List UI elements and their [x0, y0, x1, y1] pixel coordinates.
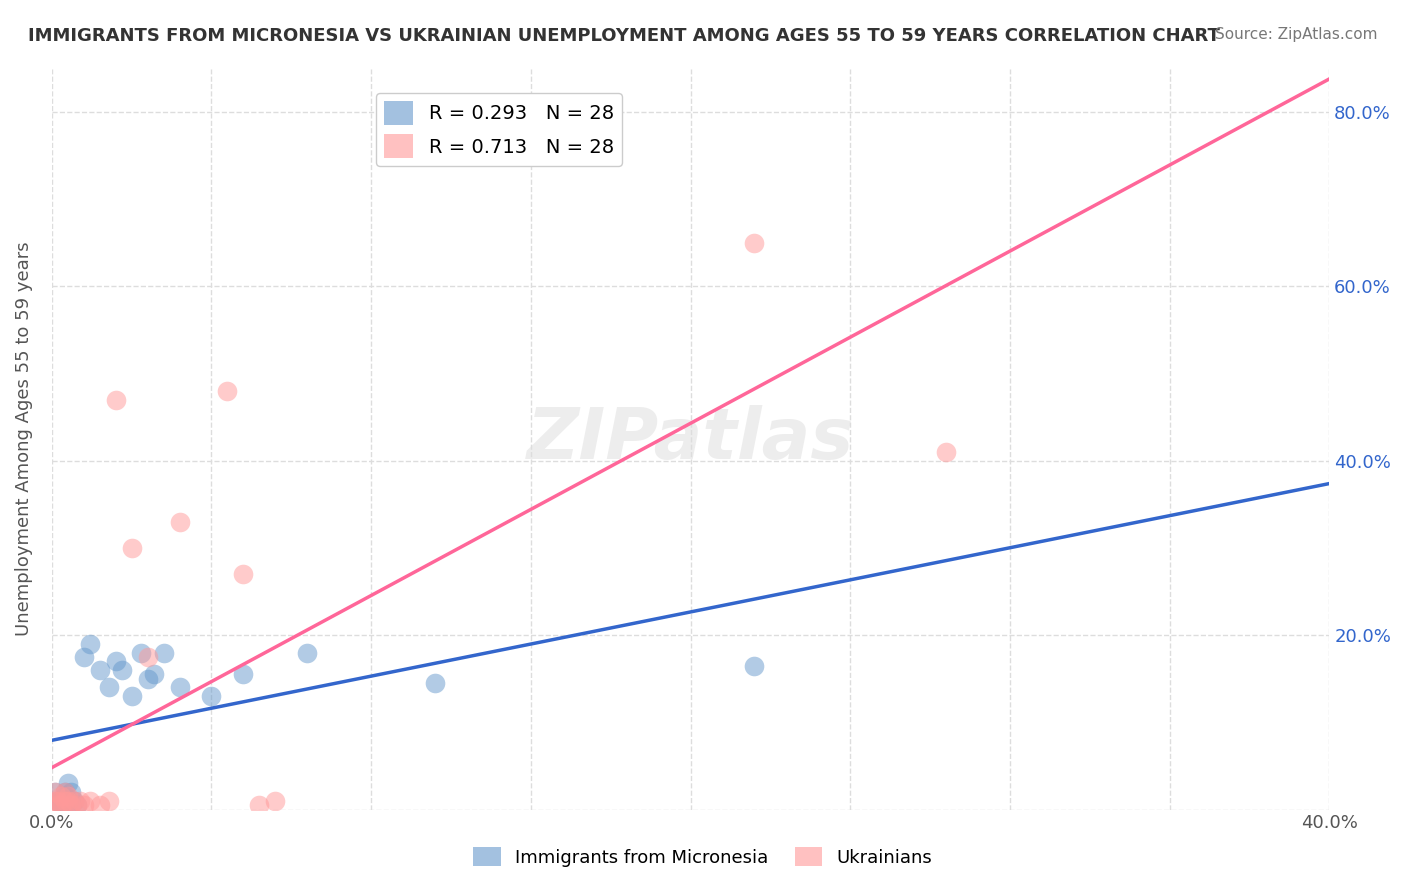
Point [53, 785, 76, 799]
Point [56, 789, 79, 804]
Point [152, 646, 174, 660]
Point [51, 798, 73, 813]
Point [63, 794, 86, 808]
Point [744, 658, 766, 673]
Point [121, 541, 143, 555]
Point [217, 384, 239, 398]
Point [121, 690, 143, 704]
Point [73, 650, 96, 665]
Text: Source: ZipAtlas.com: Source: ZipAtlas.com [1215, 27, 1378, 42]
Point [53, 794, 76, 808]
Point [232, 567, 254, 582]
Point [66, 798, 89, 813]
Legend: R = 0.293   N = 28, R = 0.713   N = 28: R = 0.293 N = 28, R = 0.713 N = 28 [377, 93, 621, 166]
Point [44, 785, 66, 799]
Point [142, 667, 165, 681]
Point [79, 794, 101, 808]
Point [200, 690, 222, 704]
Point [69, 794, 91, 808]
Point [59, 785, 82, 799]
Point [104, 392, 127, 407]
Point [264, 794, 287, 808]
Text: IMMIGRANTS FROM MICRONESIA VS UKRAINIAN UNEMPLOYMENT AMONG AGES 55 TO 59 YEARS C: IMMIGRANTS FROM MICRONESIA VS UKRAINIAN … [28, 27, 1220, 45]
Point [297, 646, 319, 660]
Point [56, 794, 79, 808]
Point [104, 654, 127, 668]
Point [56, 794, 79, 808]
Point [98, 681, 121, 695]
Point [169, 515, 191, 529]
Point [111, 663, 134, 677]
Point [51, 789, 73, 804]
Point [53, 785, 76, 799]
Point [98, 794, 121, 808]
Point [44, 794, 66, 808]
Point [423, 676, 446, 690]
Point [232, 667, 254, 681]
Point [744, 235, 766, 250]
Point [63, 794, 86, 808]
Point [935, 445, 957, 459]
Point [66, 798, 89, 813]
Point [46, 798, 69, 813]
Point [56, 776, 79, 790]
Text: ZIPatlas: ZIPatlas [527, 405, 855, 474]
Point [136, 672, 159, 686]
Point [51, 794, 73, 808]
Point [79, 637, 101, 651]
Point [136, 650, 159, 665]
Point [247, 798, 270, 813]
Point [59, 798, 82, 813]
Point [46, 794, 69, 808]
Point [89, 663, 111, 677]
Point [53, 789, 76, 804]
Point [46, 794, 69, 808]
Point [129, 646, 152, 660]
Point [51, 798, 73, 813]
Point [44, 785, 66, 799]
Point [169, 681, 191, 695]
Point [73, 798, 96, 813]
Point [89, 798, 111, 813]
Y-axis label: Unemployment Among Ages 55 to 59 years: Unemployment Among Ages 55 to 59 years [15, 242, 32, 636]
Legend: Immigrants from Micronesia, Ukrainians: Immigrants from Micronesia, Ukrainians [467, 840, 939, 874]
